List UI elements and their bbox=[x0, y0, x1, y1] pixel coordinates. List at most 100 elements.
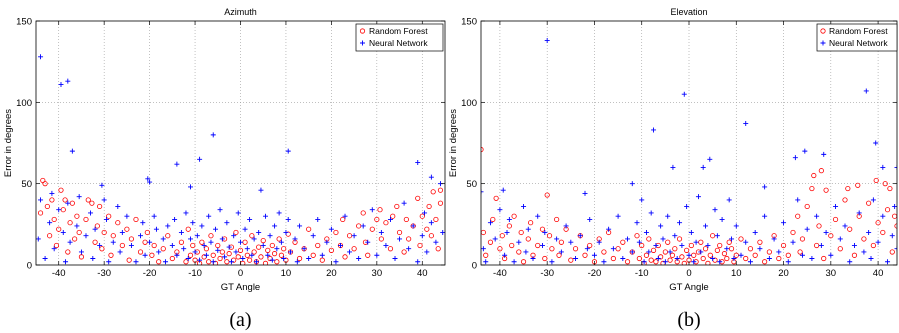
marker-neural-network bbox=[242, 226, 248, 232]
marker-random-forest bbox=[828, 233, 834, 239]
marker-neural-network bbox=[256, 229, 262, 235]
marker-neural-network bbox=[738, 252, 744, 258]
marker-neural-network bbox=[38, 54, 44, 60]
marker-neural-network bbox=[521, 203, 527, 209]
grid bbox=[36, 21, 445, 265]
marker-neural-network bbox=[356, 255, 362, 261]
marker-random-forest bbox=[49, 197, 55, 203]
marker-random-forest bbox=[160, 246, 166, 252]
x-tick-label: -20 bbox=[588, 268, 602, 279]
marker-neural-network bbox=[726, 197, 732, 203]
marker-random-forest bbox=[74, 213, 80, 219]
marker-neural-network bbox=[866, 229, 872, 235]
marker-random-forest bbox=[310, 252, 316, 258]
subfigure-caption: (a) bbox=[229, 309, 251, 331]
marker-random-forest bbox=[582, 252, 588, 258]
marker-random-forest bbox=[97, 203, 103, 210]
marker-random-forest bbox=[887, 185, 893, 192]
marker-neural-network bbox=[481, 189, 484, 195]
marker-neural-network bbox=[297, 223, 303, 229]
marker-neural-network bbox=[197, 156, 203, 162]
marker-neural-network bbox=[717, 259, 723, 265]
marker-neural-network bbox=[106, 259, 112, 265]
marker-random-forest bbox=[365, 252, 371, 258]
marker-neural-network bbox=[823, 229, 829, 235]
marker-random-forest bbox=[487, 239, 494, 245]
marker-random-forest bbox=[684, 247, 690, 253]
marker-random-forest bbox=[738, 236, 744, 242]
marker-random-forest bbox=[58, 187, 64, 193]
marker-neural-network bbox=[272, 223, 278, 229]
marker-random-forest bbox=[766, 249, 772, 255]
marker-random-forest bbox=[832, 216, 839, 223]
marker-neural-network bbox=[115, 203, 121, 209]
marker-neural-network bbox=[160, 236, 166, 242]
marker-random-forest bbox=[437, 187, 444, 193]
marker-neural-network bbox=[587, 216, 593, 222]
marker-neural-network bbox=[49, 190, 55, 196]
marker-neural-network bbox=[497, 207, 503, 213]
marker-neural-network bbox=[76, 194, 82, 200]
marker-neural-network bbox=[752, 229, 758, 235]
marker-random-forest bbox=[346, 233, 353, 239]
marker-random-forest bbox=[51, 216, 57, 223]
marker-neural-network bbox=[58, 81, 64, 87]
marker-neural-network bbox=[771, 236, 777, 242]
marker-random-forest bbox=[688, 242, 694, 249]
marker-random-forest bbox=[208, 233, 214, 239]
marker-neural-network bbox=[265, 252, 271, 258]
marker-random-forest bbox=[185, 226, 191, 232]
marker-random-forest bbox=[490, 216, 496, 223]
marker-random-forest bbox=[356, 223, 362, 229]
marker-neural-network bbox=[870, 197, 876, 203]
marker-random-forest bbox=[144, 229, 150, 236]
marker-random-forest bbox=[206, 259, 212, 265]
marker-neural-network bbox=[188, 184, 194, 190]
marker-neural-network bbox=[90, 255, 96, 261]
marker-neural-network bbox=[833, 203, 839, 209]
marker-random-forest bbox=[249, 233, 255, 239]
marker-neural-network bbox=[658, 223, 664, 229]
marker-neural-network bbox=[281, 255, 287, 261]
marker-random-forest bbox=[546, 233, 553, 239]
marker-random-forest bbox=[419, 213, 425, 219]
marker-random-forest bbox=[340, 216, 346, 223]
marker-neural-network bbox=[544, 38, 550, 44]
marker-random-forest bbox=[369, 226, 375, 232]
marker-neural-network bbox=[568, 239, 574, 245]
marker-random-forest bbox=[269, 242, 275, 249]
marker-neural-network bbox=[686, 252, 692, 258]
x-tick-label: 40 bbox=[417, 268, 428, 279]
marker-random-forest bbox=[780, 242, 787, 249]
marker-random-forest bbox=[539, 226, 546, 232]
marker-neural-network bbox=[868, 255, 874, 261]
marker-neural-network bbox=[247, 216, 253, 222]
marker-neural-network bbox=[235, 210, 241, 216]
marker-neural-network bbox=[743, 120, 749, 126]
marker-neural-network bbox=[238, 239, 243, 245]
marker-random-forest bbox=[752, 252, 758, 258]
marker-neural-network bbox=[615, 213, 621, 219]
marker-random-forest bbox=[721, 251, 728, 257]
marker-neural-network bbox=[276, 210, 282, 216]
marker-neural-network bbox=[889, 233, 895, 239]
marker-random-forest bbox=[676, 236, 683, 242]
marker-random-forest bbox=[360, 210, 366, 216]
x-tick-label: -30 bbox=[540, 268, 554, 279]
marker-neural-network bbox=[292, 236, 298, 242]
marker-random-forest bbox=[183, 259, 189, 265]
marker-neural-network bbox=[535, 213, 541, 219]
marker-random-forest bbox=[710, 233, 716, 239]
marker-random-forest bbox=[76, 229, 82, 236]
marker-neural-network bbox=[639, 197, 645, 203]
marker-neural-network bbox=[65, 200, 71, 206]
marker-neural-network bbox=[294, 259, 300, 265]
x-tick-label: 20 bbox=[326, 268, 337, 279]
marker-random-forest bbox=[601, 249, 607, 255]
marker-random-forest bbox=[94, 223, 100, 229]
marker-neural-network bbox=[719, 216, 725, 222]
marker-neural-network bbox=[283, 229, 289, 235]
marker-neural-network bbox=[410, 223, 416, 229]
marker-neural-network bbox=[584, 246, 590, 252]
